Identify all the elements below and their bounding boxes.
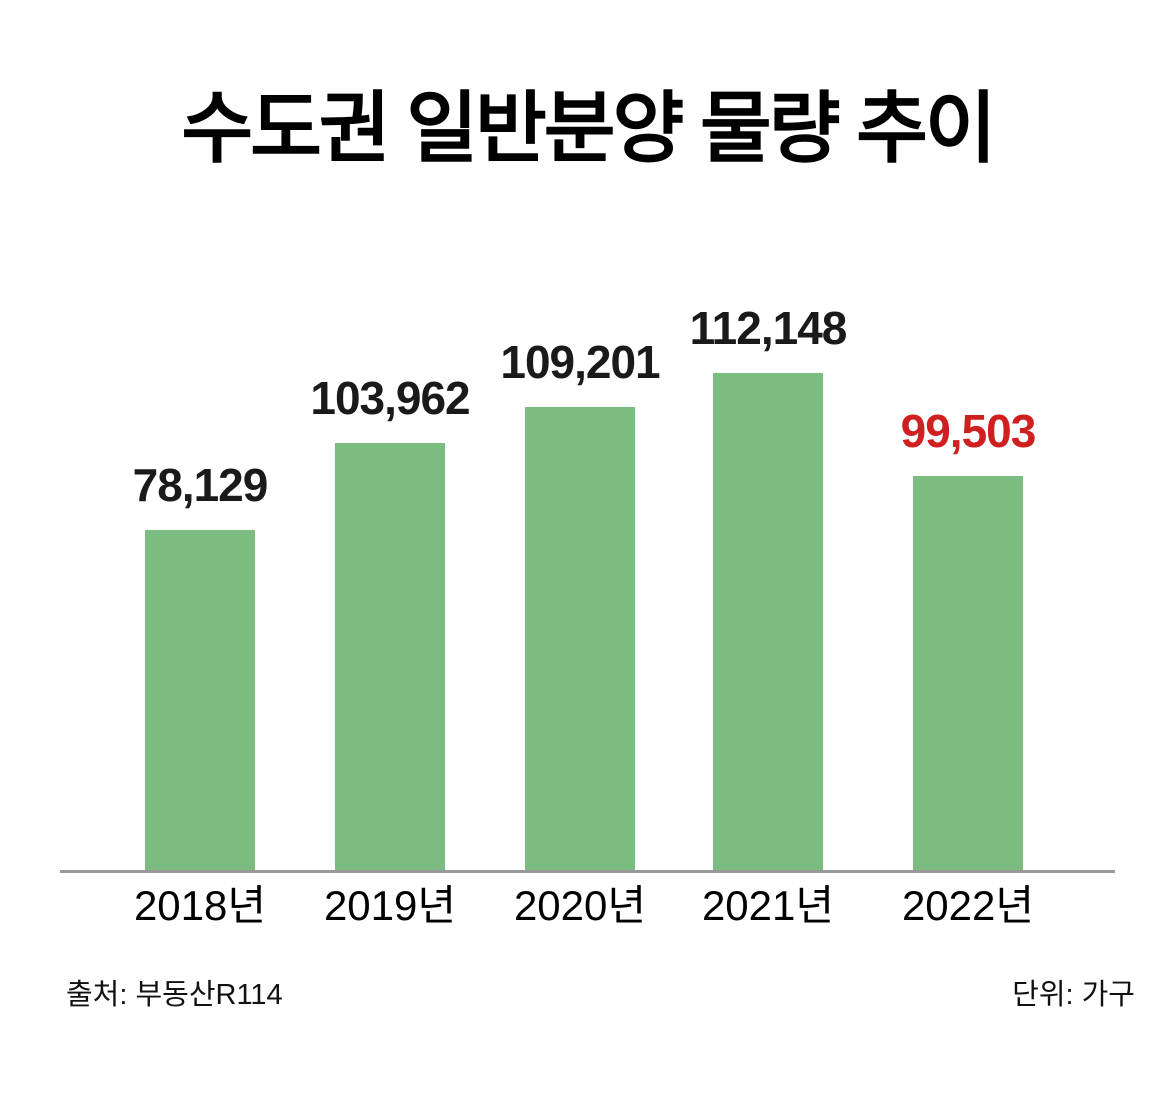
bar-2018년 [145,530,255,872]
x-tick-label-2020년: 2020년 [513,882,647,929]
source-note: 출처: 부동산R114 [66,979,283,1011]
x-tick-label-2019년: 2019년 [323,882,457,929]
bar-2022년 [913,476,1023,872]
x-tick-label-2018년: 2018년 [133,882,267,929]
x-tick-label-2022년: 2022년 [901,882,1035,929]
value-label-2022년: 99,503 [900,405,1037,457]
bar-2019년 [335,443,445,872]
value-label-2021년: 112,148 [689,302,848,354]
bar-2021년 [713,373,823,872]
unit-note: 단위: 가구 [1012,979,1135,1011]
bar-2020년 [525,407,635,872]
x-tick-label-2021년: 2021년 [701,882,835,929]
value-label-2018년: 78,129 [132,459,269,511]
value-label-2020년: 109,201 [500,336,660,388]
x-axis-line [60,870,1115,873]
value-label-2019년: 103,962 [310,372,470,424]
chart-title: 수도권 일반분양 물량 추이 [181,84,996,172]
